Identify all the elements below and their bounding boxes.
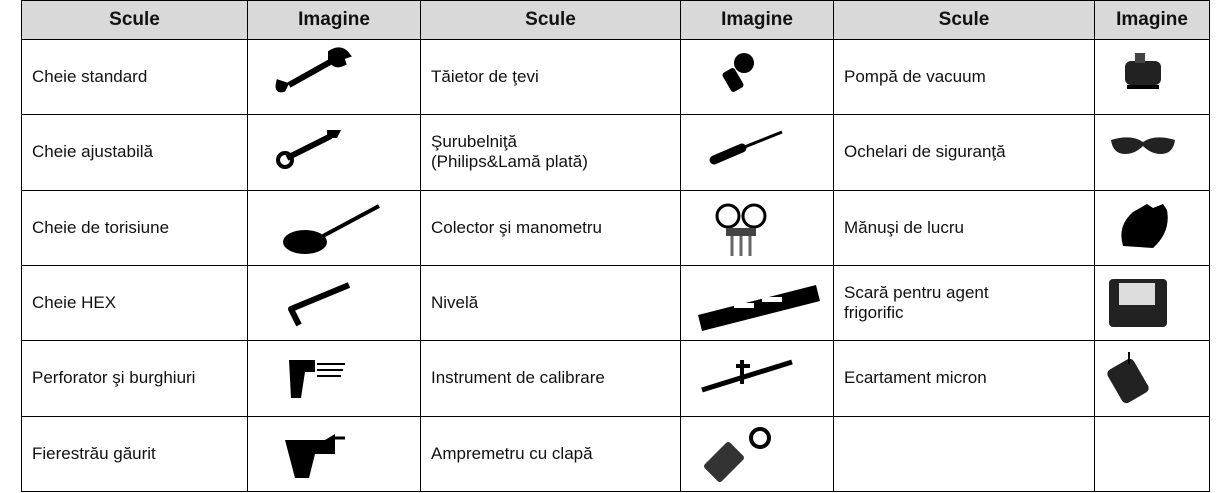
tool-name: Fierestrău găurit: [21, 415, 248, 493]
tool-image: [247, 415, 421, 493]
tool-icon: [1121, 203, 1168, 248]
tool-name: Cheie HEX: [21, 264, 248, 342]
tool-name: Perforator şi burghiuri: [21, 340, 248, 417]
tool-image: [680, 415, 834, 493]
tool-name: Instrument de calibrare: [420, 340, 681, 417]
header-cell: Imagine: [680, 0, 834, 40]
header-row: Scule Imagine Scule Imagine Scule Imagin…: [21, 0, 1210, 40]
header-cell: Scule: [833, 0, 1095, 40]
table-row: Cheie standard Tăietor de ţevi Pompă de va…: [21, 38, 1210, 116]
tool-name: Cheie standard: [21, 38, 248, 116]
tool-name: Scară pentru agent frigorific: [833, 264, 1095, 342]
tool-name: Şurubelniţă (Philips&Lamă plată): [420, 114, 681, 191]
tool-icon: [715, 203, 767, 256]
tool-image: [680, 340, 834, 417]
header-cell: Scule: [420, 0, 681, 40]
header-cell: Imagine: [247, 0, 421, 40]
header-cell: Scule: [21, 0, 248, 40]
tool-name: Ecartament micron: [833, 340, 1095, 417]
tool-image: [247, 264, 421, 342]
tool-icon: [275, 47, 352, 93]
tool-image: [1094, 264, 1210, 342]
tool-image: [1094, 38, 1210, 116]
table-row: Cheie ajustabilă Şurubelniţă (Philips&Lam…: [21, 114, 1210, 191]
tool-icon: [1109, 279, 1167, 328]
tool-name: Mănuşi de lucru: [833, 189, 1095, 266]
table-row: Perforator şi burghiuri Instrument de cal…: [21, 340, 1210, 417]
tool-icon: [709, 131, 783, 165]
tool-name: Nivelă: [420, 264, 681, 342]
table-row: Cheie de torisiune Colector şi manometru M…: [21, 189, 1210, 266]
tool-name: [833, 415, 1095, 493]
tool-image: [680, 189, 834, 266]
tool-icon: [722, 53, 754, 93]
tool-name: Tăietor de ţevi: [420, 38, 681, 116]
tool-image: [680, 38, 834, 116]
tool-image: [680, 264, 834, 342]
tool-icon: [701, 360, 793, 393]
tool-icon: [276, 130, 341, 170]
tool-icon: [698, 285, 820, 332]
table-row: Fierestrău găurit Ampremetru cu clapă: [21, 415, 1210, 493]
tool-icon: [1107, 352, 1149, 404]
tool-image: [247, 114, 421, 191]
tool-name: Cheie de torisiune: [21, 189, 248, 266]
tool-icon: [1111, 137, 1175, 155]
tool-icon: [288, 282, 351, 327]
table-body: Cheie standard Tăietor de ţevi Pompă de va…: [21, 38, 1210, 493]
tool-name: Ochelari de siguranţă: [833, 114, 1095, 191]
tool-name: Cheie ajustabilă: [21, 114, 248, 191]
tool-icon: [704, 426, 771, 482]
tool-image: [1094, 189, 1210, 266]
header-cell: Imagine: [1094, 0, 1210, 40]
tool-image: [1094, 340, 1210, 417]
table-row: Cheie HEX Nivelă Scară pentru agent frigor…: [21, 264, 1210, 342]
tool-image: [247, 340, 421, 417]
tool-name: Pompă de vacuum: [833, 38, 1095, 116]
tool-name: Ampremetru cu clapă: [420, 415, 681, 493]
tools-table: Scule Imagine Scule Imagine Scule Imagin…: [21, 0, 1210, 493]
tool-icon: [289, 360, 345, 399]
tool-image: [247, 38, 421, 116]
tool-image: [247, 189, 421, 266]
tool-name: Colector şi manometru: [420, 189, 681, 266]
tool-icon: [285, 433, 345, 478]
tool-image: [1094, 415, 1210, 493]
tool-image: [680, 114, 834, 191]
tool-icon: [283, 204, 380, 254]
tool-icon: [1125, 53, 1161, 90]
tool-image: [1094, 114, 1210, 191]
